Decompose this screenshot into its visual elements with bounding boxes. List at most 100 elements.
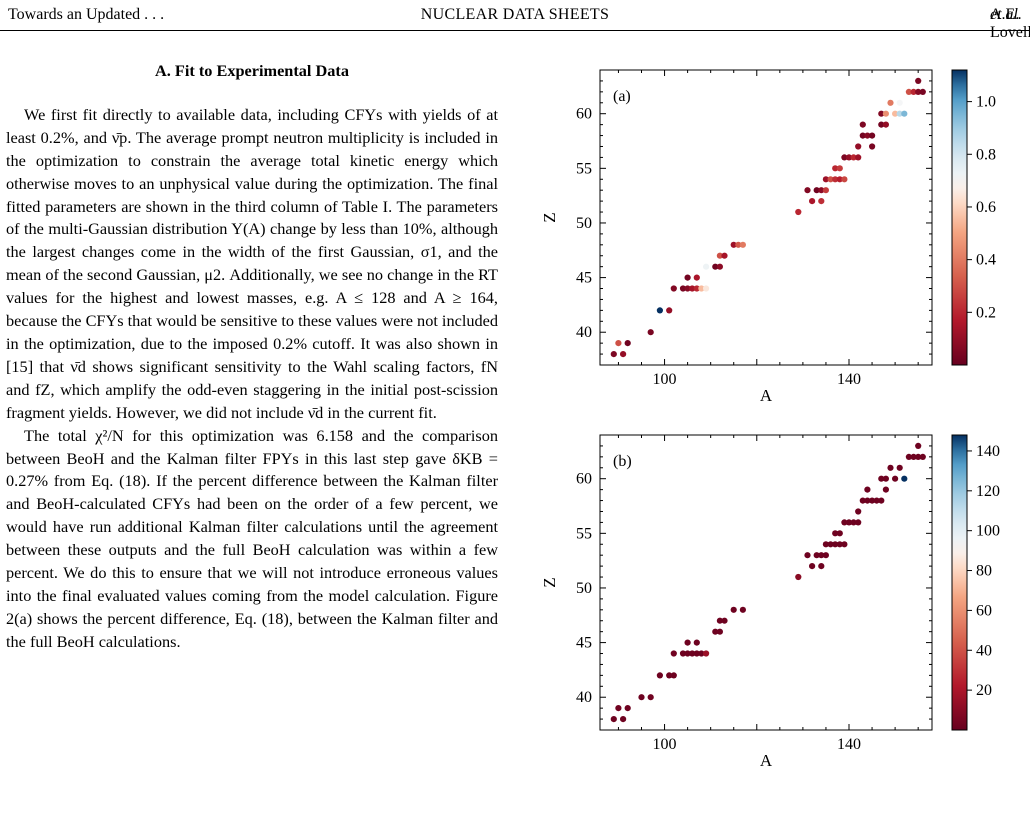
text-column: A. Fit to Experimental Data We first fit… bbox=[6, 60, 498, 654]
data-point bbox=[859, 132, 866, 139]
data-point bbox=[887, 99, 894, 106]
y-axis-label: Z bbox=[540, 212, 559, 222]
x-tick-label: 140 bbox=[837, 736, 861, 753]
header-left: Towards an Updated . . . bbox=[8, 6, 165, 23]
data-point bbox=[882, 121, 889, 128]
data-point bbox=[666, 672, 673, 679]
data-point bbox=[679, 650, 687, 657]
data-point bbox=[859, 497, 866, 504]
data-point bbox=[869, 132, 876, 139]
data-point bbox=[878, 475, 885, 482]
data-point bbox=[689, 285, 696, 292]
data-point bbox=[878, 497, 885, 504]
data-point bbox=[915, 453, 922, 460]
data-point bbox=[882, 110, 889, 117]
data-point bbox=[647, 329, 654, 336]
data-point bbox=[836, 541, 843, 548]
data-point bbox=[684, 650, 691, 657]
section-title: A. Fit to Experimental Data bbox=[155, 61, 349, 80]
data-point bbox=[822, 176, 829, 183]
data-point bbox=[809, 198, 816, 205]
data-point bbox=[873, 497, 880, 504]
colorbar bbox=[951, 434, 968, 731]
colorbar-tick-label: 0.2 bbox=[976, 304, 996, 321]
data-point bbox=[892, 475, 899, 482]
colorbar-tick-label: 1.0 bbox=[976, 94, 996, 111]
x-tick-label: 140 bbox=[837, 371, 861, 388]
data-point bbox=[647, 694, 654, 701]
data-point bbox=[818, 187, 825, 194]
colorbar-tick-label: 0.8 bbox=[976, 146, 996, 163]
data-point bbox=[845, 519, 853, 526]
panel-b-chart: 100 140 A 40 45 50 55 60 Z (b) 20 40 60 80 100 120 140 χ²… bbox=[540, 434, 1025, 770]
panel-label: (b) bbox=[613, 453, 632, 470]
data-point bbox=[896, 110, 903, 117]
header-authors: A.E. Lovell et al. bbox=[990, 6, 1030, 41]
data-point bbox=[850, 519, 857, 526]
data-point bbox=[698, 285, 705, 292]
data-point bbox=[841, 154, 848, 161]
data-point bbox=[910, 88, 917, 95]
data-point bbox=[615, 705, 622, 712]
data-point bbox=[679, 285, 687, 292]
colorbar-tick-label: 40 bbox=[976, 642, 992, 659]
data-point bbox=[832, 176, 839, 183]
data-point bbox=[693, 650, 700, 657]
data-point bbox=[689, 650, 696, 657]
data-point bbox=[703, 263, 710, 270]
data-point bbox=[730, 606, 737, 613]
data-point bbox=[712, 263, 719, 270]
x-tick-label: 100 bbox=[653, 371, 677, 388]
colorbar-label: δKB (%) bbox=[1022, 187, 1025, 247]
y-tick-label: 40 bbox=[576, 689, 592, 706]
x-tick-label: 100 bbox=[653, 736, 677, 753]
data-point bbox=[910, 453, 917, 460]
data-point bbox=[845, 154, 853, 161]
data-point bbox=[716, 617, 723, 624]
plot-frame bbox=[599, 69, 933, 366]
data-point bbox=[887, 464, 894, 471]
data-point bbox=[869, 497, 876, 504]
colorbar-tick-label: 0.6 bbox=[976, 199, 996, 216]
data-point bbox=[610, 351, 617, 358]
x-axis-label: A bbox=[760, 751, 773, 770]
data-point bbox=[822, 187, 829, 194]
y-tick-label: 60 bbox=[576, 471, 592, 488]
data-point bbox=[809, 563, 816, 570]
data-point bbox=[818, 198, 825, 205]
data-point bbox=[915, 442, 922, 449]
data-point bbox=[666, 307, 673, 314]
y-tick-label: 45 bbox=[576, 635, 592, 652]
data-point bbox=[850, 154, 857, 161]
data-point bbox=[624, 705, 631, 712]
data-point bbox=[670, 672, 677, 679]
journal-name: NUCLEAR DATA SHEETS bbox=[420, 6, 610, 23]
data-point bbox=[905, 88, 912, 95]
data-point bbox=[795, 208, 802, 216]
data-point bbox=[716, 263, 723, 270]
paragraph-2: The total χ²/N for this optimization was… bbox=[6, 425, 498, 651]
et-al: et al. bbox=[990, 6, 1022, 23]
data-point bbox=[832, 165, 839, 172]
data-point bbox=[878, 110, 885, 117]
y-axis-label: Z bbox=[540, 577, 559, 587]
data-point bbox=[624, 340, 631, 347]
data-point bbox=[836, 176, 843, 183]
y-tick-label: 55 bbox=[576, 525, 592, 542]
data-point bbox=[915, 77, 922, 84]
data-point bbox=[822, 552, 829, 559]
y-tick-label: 55 bbox=[576, 160, 592, 177]
data-point bbox=[855, 143, 862, 150]
data-point bbox=[638, 694, 645, 701]
data-point bbox=[841, 519, 848, 526]
data-point bbox=[836, 530, 843, 537]
data-point bbox=[735, 241, 742, 248]
data-point bbox=[804, 187, 811, 194]
running-header: Towards an Updated . . . NUCLEAR DATA SH… bbox=[8, 6, 1030, 41]
data-point bbox=[855, 508, 862, 515]
colorbar-tick-label: 80 bbox=[976, 563, 992, 580]
data-point bbox=[919, 88, 926, 95]
data-point bbox=[795, 573, 802, 581]
data-point bbox=[620, 351, 627, 358]
data-point bbox=[905, 453, 912, 460]
